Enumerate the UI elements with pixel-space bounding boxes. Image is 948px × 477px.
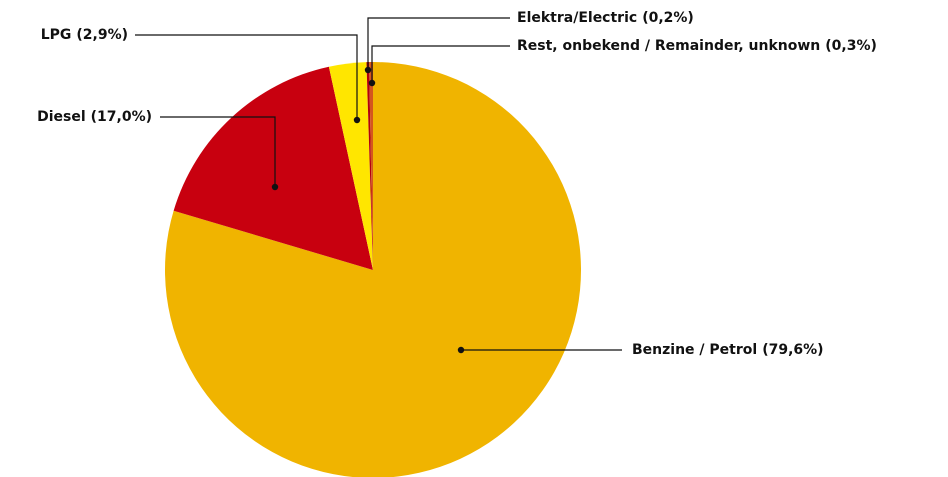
leader-dot [457,346,465,354]
leader-dot [368,79,376,87]
category-label: Rest, onbekend / Remainder, unknown [517,38,820,54]
value-label: (0,3%) [825,38,877,54]
leader-line [367,17,510,70]
leader-line [160,116,276,187]
slice-label: Rest, onbekend / Remainder, unknown (0,3%… [517,38,877,54]
slice-label: Benzine / Petrol (79,6%) [632,342,824,358]
value-label: (79,6%) [762,342,823,358]
leader-dot [353,116,361,124]
pie-slice [173,66,373,270]
pie-slice [369,62,373,270]
category-label: LPG [41,27,72,43]
category-label: Benzine / Petrol [632,342,757,358]
slice-label: Elektra/Electric (0,2%) [517,10,694,26]
slice-label: Diesel (17,0%) [37,109,152,125]
value-label: (0,2%) [642,10,694,26]
category-label: Elektra/Electric [517,10,637,26]
pie-slice [328,62,373,271]
leader-dot [271,183,279,191]
value-label: (2,9%) [76,27,128,43]
category-label: Diesel [37,109,86,125]
leader-line [135,34,358,120]
leader-line [371,45,510,83]
pie-slice [164,62,581,477]
leader-dot [364,66,372,74]
slice-label: LPG (2,9%) [41,27,128,43]
pie-slice [366,62,373,270]
value-label: (17,0%) [91,109,152,125]
